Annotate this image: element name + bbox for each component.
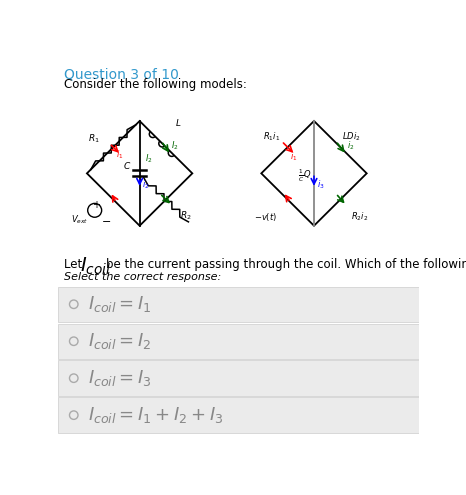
Text: $V_{ext}$: $V_{ext}$ <box>71 214 89 226</box>
Text: $R_1i_1$: $R_1i_1$ <box>263 131 280 143</box>
Text: be the current passing through the coil. Which of the following equations is tru: be the current passing through the coil.… <box>106 258 466 271</box>
Bar <box>58 360 419 396</box>
Text: $R_1$: $R_1$ <box>89 132 100 145</box>
Text: $i_2$: $i_2$ <box>347 140 354 152</box>
Text: Let: Let <box>64 258 87 271</box>
Text: $I_{coil} = I_1 + I_2 + I_3$: $I_{coil} = I_1 + I_2 + I_3$ <box>88 405 223 425</box>
Bar <box>58 324 419 359</box>
Text: $R_2i_2$: $R_2i_2$ <box>351 210 369 223</box>
Text: $i_1$: $i_1$ <box>290 150 297 163</box>
Text: $\frac{1}{C}Q$: $\frac{1}{C}Q$ <box>299 167 312 184</box>
Text: $I_2$: $I_2$ <box>171 140 179 152</box>
Text: $-v(t)$: $-v(t)$ <box>254 210 277 223</box>
Text: $i_3$: $i_3$ <box>317 178 325 191</box>
Text: $I_2$: $I_2$ <box>145 152 153 164</box>
Text: $I_{coil}$: $I_{coil}$ <box>80 256 111 277</box>
Text: $I_{coil} = I_3$: $I_{coil} = I_3$ <box>88 368 151 388</box>
Text: Question 3 of 10: Question 3 of 10 <box>64 67 179 81</box>
Text: Select the correct response:: Select the correct response: <box>64 272 222 282</box>
Text: +: + <box>92 200 100 210</box>
Bar <box>58 287 419 322</box>
Text: $R_2$: $R_2$ <box>180 209 192 222</box>
Text: $LDi_2$: $LDi_2$ <box>342 131 361 143</box>
Text: $i_1$: $i_1$ <box>116 149 123 161</box>
Text: $I_{coil} = I_1$: $I_{coil} = I_1$ <box>88 294 151 314</box>
Text: Consider the following models:: Consider the following models: <box>64 78 247 91</box>
Bar <box>58 397 419 433</box>
Text: $C$: $C$ <box>123 160 131 171</box>
Text: $-$: $-$ <box>101 215 111 225</box>
Text: $L$: $L$ <box>175 117 182 128</box>
Text: $I_{coil} = I_2$: $I_{coil} = I_2$ <box>88 331 151 351</box>
Text: $i_2$: $i_2$ <box>142 178 150 191</box>
